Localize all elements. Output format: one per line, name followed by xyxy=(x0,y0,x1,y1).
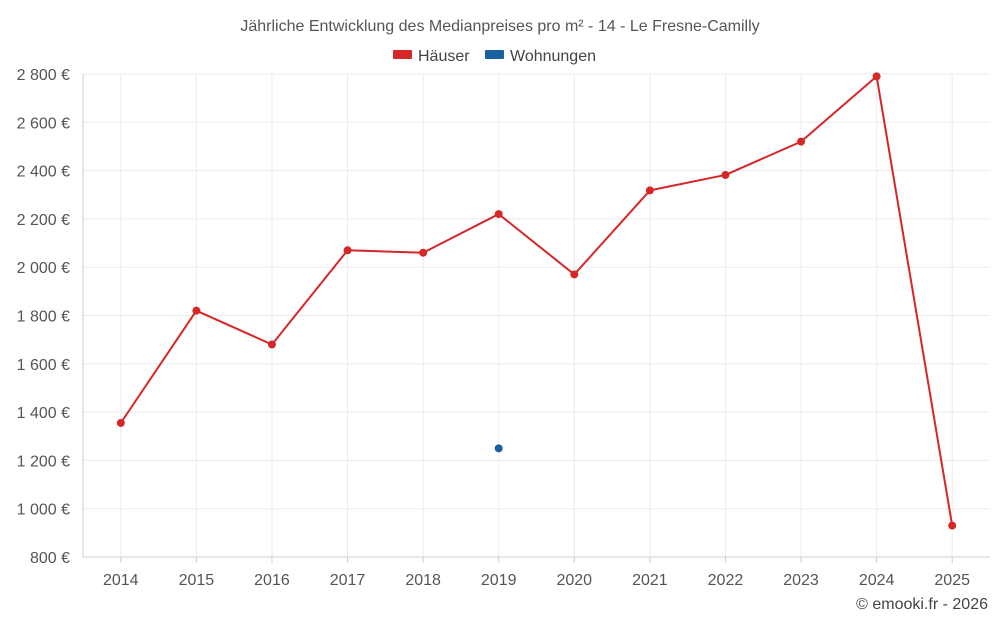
legend-item-wohnungen[interactable]: Wohnungen xyxy=(485,48,596,65)
legend-label-haeuser: Häuser xyxy=(418,48,470,65)
x-tick-label: 2021 xyxy=(632,572,668,589)
data-point-haeuser[interactable] xyxy=(721,170,730,179)
y-tick-label: 2 600 € xyxy=(17,115,70,132)
x-tick-label: 2017 xyxy=(330,572,366,589)
legend-swatch-haeuser xyxy=(393,50,412,59)
data-point-haeuser[interactable] xyxy=(872,72,881,81)
legend-swatch-wohnungen xyxy=(485,50,504,59)
y-tick-label: 1 800 € xyxy=(17,309,70,326)
y-tick-label: 1 200 € xyxy=(17,453,70,470)
data-point-haeuser[interactable] xyxy=(494,210,503,219)
x-tick-label: 2018 xyxy=(405,572,441,589)
data-point-haeuser[interactable] xyxy=(570,270,579,279)
data-point-haeuser[interactable] xyxy=(343,246,352,255)
x-tick-label: 2015 xyxy=(179,572,215,589)
x-tick-label: 2019 xyxy=(481,572,517,589)
legend-item-haeuser[interactable]: Häuser xyxy=(393,48,470,65)
axes: 800 € 1 000 € 1 200 € 1 400 € 1 600 € 1 800 €… xyxy=(17,67,990,589)
data-point-haeuser[interactable] xyxy=(267,340,276,349)
series xyxy=(116,72,957,530)
data-point-haeuser[interactable] xyxy=(192,306,201,315)
y-tick-label: 2 200 € xyxy=(17,212,70,229)
y-tick-label: 1 600 € xyxy=(17,357,70,374)
data-point-haeuser[interactable] xyxy=(419,248,428,257)
grid xyxy=(83,73,990,557)
data-point-haeuser[interactable] xyxy=(116,418,125,427)
x-tick-label: 2020 xyxy=(556,572,592,589)
data-point-haeuser[interactable] xyxy=(645,186,654,195)
series-line-haeuser xyxy=(119,75,954,526)
data-point-haeuser[interactable] xyxy=(948,521,957,530)
x-tick-label: 2014 xyxy=(103,572,139,589)
y-tick-label: 2 400 € xyxy=(17,164,70,181)
y-tick-label: 1 000 € xyxy=(17,502,70,519)
y-tick-label: 2 000 € xyxy=(17,260,70,277)
series-wohnungen xyxy=(494,444,503,453)
chart-title: Jährliche Entwicklung des Medianpreises … xyxy=(240,18,759,35)
legend: Häuser Wohnungen xyxy=(393,48,596,65)
x-tick-label: 2025 xyxy=(934,572,970,589)
x-tick-label: 2024 xyxy=(859,572,895,589)
credit-text: © emooki.fr - 2026 xyxy=(856,596,988,613)
x-tick-label: 2023 xyxy=(783,572,819,589)
series-haeuser xyxy=(116,72,957,530)
data-point-wohnungen[interactable] xyxy=(494,444,503,453)
data-point-haeuser[interactable] xyxy=(797,137,806,146)
legend-label-wohnungen: Wohnungen xyxy=(510,48,596,65)
x-tick-label: 2016 xyxy=(254,572,290,589)
y-tick-label: 2 800 € xyxy=(17,67,70,84)
y-tick-label: 1 400 € xyxy=(17,405,70,422)
y-tick-label: 800 € xyxy=(30,550,70,567)
x-tick-label: 2022 xyxy=(708,572,744,589)
